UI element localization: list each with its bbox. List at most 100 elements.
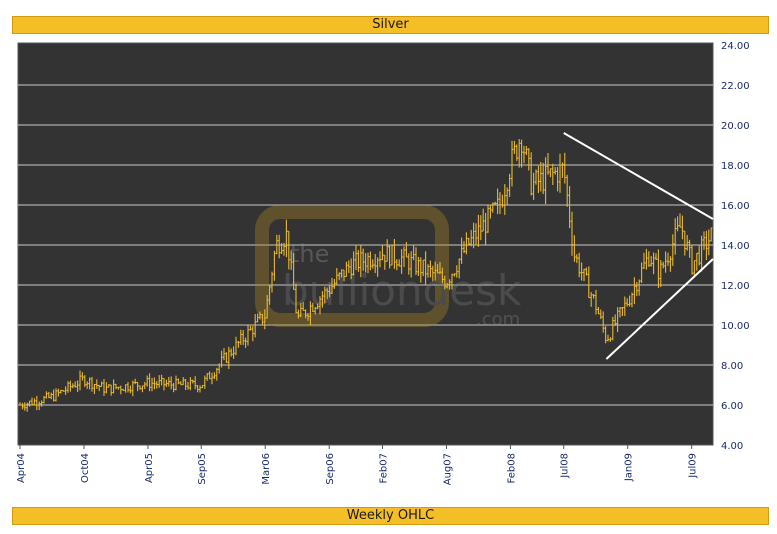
ohlc-bar — [342, 269, 346, 282]
ohlc-bar — [285, 219, 288, 258]
ohlc-bar — [26, 402, 29, 412]
ohlc-bar — [390, 244, 394, 266]
ohlc-bar — [251, 325, 254, 342]
ohlc-bar — [93, 384, 96, 395]
ohlc-bar — [628, 295, 631, 307]
ohlc-bar — [561, 162, 564, 178]
ohlc-bar — [710, 227, 713, 242]
ohlc-bar — [114, 383, 118, 390]
ohlc-bar — [498, 192, 502, 214]
ohlc-bar — [38, 401, 41, 411]
ohlc-bar — [42, 395, 46, 404]
ohlc-bar — [618, 306, 622, 318]
ohlc-bar — [242, 330, 245, 346]
ohlc-bar — [30, 397, 34, 406]
ohlc-bar — [203, 375, 206, 389]
y-tick-label: 10.00 — [721, 321, 750, 332]
ohlc-bar — [213, 372, 216, 380]
ohlc-bar — [604, 326, 607, 344]
ohlc-bar — [263, 309, 266, 330]
ohlc-bar — [566, 174, 569, 207]
ohlc-bar — [585, 267, 588, 276]
ohlc-bar — [299, 303, 302, 318]
y-tick-label: 24.00 — [721, 41, 750, 52]
ohlc-bar — [638, 279, 641, 296]
ohlc-bar — [28, 400, 31, 407]
ohlc-bar — [112, 379, 115, 394]
y-tick-label: 4.00 — [721, 441, 743, 452]
ohlc-bar — [352, 251, 355, 276]
ohlc-bar — [441, 267, 444, 284]
ohlc-bar — [338, 272, 341, 280]
ohlc-bar — [194, 376, 197, 390]
ohlc-bar — [227, 346, 230, 369]
ohlc-bar — [532, 172, 535, 200]
ohlc-bar — [119, 385, 122, 395]
ohlc-bar — [506, 187, 509, 205]
ohlc-bar — [534, 169, 538, 185]
ohlc-bar — [275, 234, 278, 255]
y-tick-label: 18.00 — [721, 161, 750, 172]
ohlc-bar — [558, 153, 562, 193]
ohlc-bar — [249, 325, 252, 331]
ohlc-bar — [59, 389, 62, 394]
ohlc-bar — [496, 188, 499, 215]
ohlc-bar — [398, 259, 401, 267]
ohlc-bar — [165, 379, 168, 387]
ohlc-bar — [662, 261, 665, 269]
x-tick-label: Jul08 — [560, 453, 571, 479]
ohlc-bar — [693, 260, 696, 277]
ohlc-bar — [527, 148, 530, 171]
ohlc-bar — [287, 230, 290, 270]
ohlc-bar — [314, 306, 317, 315]
ohlc-bar — [83, 375, 86, 387]
ohlc-bar — [321, 291, 324, 308]
ohlc-bar — [218, 363, 221, 374]
ohlc-bar — [143, 381, 146, 390]
ohlc-bar — [568, 186, 571, 229]
ohlc-bar — [616, 307, 619, 333]
ohlc-bar — [635, 282, 638, 297]
ohlc-bar — [393, 238, 396, 269]
ohlc-bar — [302, 302, 305, 311]
ohlc-bar — [191, 379, 194, 384]
ohlc-bar — [268, 285, 271, 305]
ohlc-bar — [359, 245, 362, 278]
ohlc-bar — [292, 253, 295, 290]
ohlc-bar — [388, 244, 391, 269]
ohlc-bar — [146, 375, 149, 387]
ohlc-bar — [105, 382, 108, 394]
ohlc-bar — [450, 273, 454, 290]
ohlc-bar — [402, 246, 406, 267]
ohlc-bar — [354, 244, 358, 271]
ohlc-bar — [438, 261, 442, 275]
ohlc-bar — [33, 398, 36, 406]
ohlc-bar — [611, 316, 614, 341]
ohlc-bar — [503, 184, 506, 215]
ohlc-bar — [45, 391, 48, 399]
ohlc-bar — [239, 329, 242, 345]
chart-title: Silver — [12, 16, 769, 34]
x-tick-label: Sep05 — [197, 453, 208, 485]
ohlc-bar — [597, 306, 600, 315]
ohlc-bar — [155, 380, 158, 389]
ohlc-bar — [54, 388, 58, 402]
ohlc-bar — [95, 379, 98, 389]
ohlc-bar — [652, 252, 655, 275]
ohlc-bar — [198, 385, 202, 393]
x-axis: Apr04 Oct04 Apr05 Sep05 Mar06 Sep06 Feb07 Aug07… — [16, 445, 699, 485]
ohlc-bar — [237, 341, 240, 348]
ohlc-bar — [489, 204, 492, 219]
ohlc-bar — [328, 285, 331, 298]
ohlc-bar — [695, 252, 698, 271]
ohlc-bar — [340, 269, 343, 278]
ohlc-bar — [513, 140, 516, 154]
ohlc-bar — [664, 251, 667, 273]
ohlc-bar — [386, 239, 389, 262]
ohlc-bar — [62, 389, 65, 392]
ohlc-bar — [429, 260, 432, 278]
ohlc-bar — [446, 282, 449, 289]
ohlc-bar — [410, 251, 413, 278]
ohlc-bar — [90, 376, 94, 392]
ohlc-bar — [599, 309, 602, 320]
